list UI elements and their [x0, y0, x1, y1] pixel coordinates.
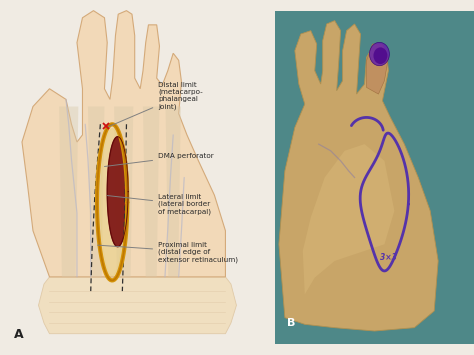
Ellipse shape: [374, 47, 387, 64]
Ellipse shape: [370, 42, 390, 66]
Polygon shape: [143, 106, 159, 277]
Polygon shape: [59, 106, 78, 277]
Polygon shape: [88, 106, 104, 277]
Text: Distal limit
(metacarpo-
phalangeal
joint): Distal limit (metacarpo- phalangeal join…: [109, 82, 203, 127]
Polygon shape: [100, 129, 124, 276]
Polygon shape: [38, 277, 237, 334]
Text: DMA perforator: DMA perforator: [104, 153, 214, 166]
Text: Lateral limit
(lateral border
of metacarpal): Lateral limit (lateral border of metacar…: [107, 193, 211, 215]
Polygon shape: [275, 11, 474, 344]
Polygon shape: [107, 137, 128, 247]
Polygon shape: [279, 21, 438, 331]
Polygon shape: [303, 144, 394, 294]
Polygon shape: [366, 44, 388, 94]
Polygon shape: [114, 106, 133, 277]
Polygon shape: [165, 106, 181, 277]
Text: B: B: [287, 318, 295, 328]
Polygon shape: [22, 11, 226, 277]
Text: Proximal limit
(distal edge of
extensor retinaculum): Proximal limit (distal edge of extensor …: [98, 241, 238, 263]
Text: 3×3: 3×3: [380, 253, 397, 262]
Text: A: A: [14, 328, 23, 341]
